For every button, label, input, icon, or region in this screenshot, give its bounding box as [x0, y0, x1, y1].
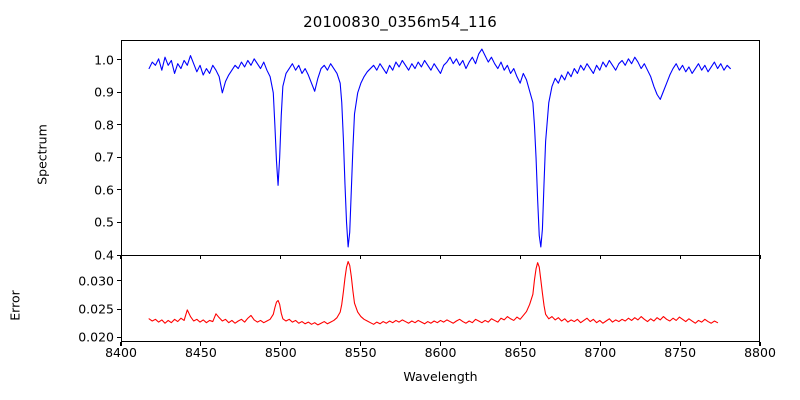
xtick-label: 8450: [184, 345, 217, 360]
xtick-mark-upper: [599, 255, 601, 259]
xtick-mark: [679, 342, 681, 346]
xtick-mark-upper: [759, 255, 761, 259]
xtick-mark: [280, 342, 282, 346]
ytick-label: 0.5: [94, 214, 114, 230]
xtick-mark-upper: [120, 255, 122, 259]
ytick-mark: [117, 336, 121, 339]
xtick-mark: [360, 342, 362, 346]
ytick-label: 0.020: [78, 329, 114, 345]
ytick-mark: [117, 59, 121, 61]
xtick-mark-upper: [360, 255, 362, 259]
xtick-label: 8650: [504, 345, 537, 360]
xtick-mark: [519, 342, 521, 346]
xtick-mark: [200, 342, 202, 346]
ytick-label: 0.4: [94, 247, 114, 263]
ytick-mark: [117, 189, 121, 191]
ytick-mark: [117, 91, 121, 93]
ytick-mark: [117, 124, 121, 126]
xtick-mark-upper: [280, 255, 282, 259]
ytick-label: 0.6: [94, 182, 114, 198]
xtick-label: 8600: [424, 345, 457, 360]
error-axis-label: Error: [7, 290, 23, 321]
error-axes: [121, 255, 760, 342]
xtick-mark: [599, 342, 601, 346]
spectrum-axis-label: Spectrum: [34, 124, 50, 185]
xtick-mark: [120, 342, 122, 346]
spectrum-line-plot: [148, 48, 731, 248]
xtick-label: 8400: [105, 345, 137, 360]
figure-title: 20100830_0356m54_116: [303, 13, 497, 31]
xtick-label: 8700: [584, 345, 617, 360]
xtick-mark-upper: [679, 255, 681, 259]
ytick-label: 0.025: [78, 301, 114, 317]
ytick-mark: [117, 221, 121, 224]
ytick-mark: [117, 254, 121, 256]
xtick-label: 8550: [344, 345, 377, 360]
xtick-mark: [759, 342, 761, 346]
ytick-label: 1.0: [94, 52, 114, 68]
ytick-label: 0.8: [94, 117, 114, 133]
ytick-label: 0.7: [94, 149, 114, 165]
spectrum-axes: [121, 40, 760, 255]
ytick-mark: [117, 280, 121, 282]
xtick-mark-upper: [439, 255, 442, 259]
xtick-mark-upper: [200, 255, 202, 259]
xtick-mark: [439, 342, 442, 346]
ytick-label: 0.030: [78, 273, 114, 289]
error-line-plot: [148, 261, 719, 326]
x-axis-label: Wavelength: [403, 369, 478, 384]
xtick-label: 8500: [264, 345, 297, 360]
xtick-label: 8800: [744, 345, 776, 360]
xtick-label: 8750: [664, 345, 697, 360]
ytick-mark: [117, 308, 121, 310]
xtick-mark-upper: [519, 255, 521, 259]
ytick-mark: [117, 156, 121, 158]
ytick-label: 0.9: [94, 84, 114, 100]
